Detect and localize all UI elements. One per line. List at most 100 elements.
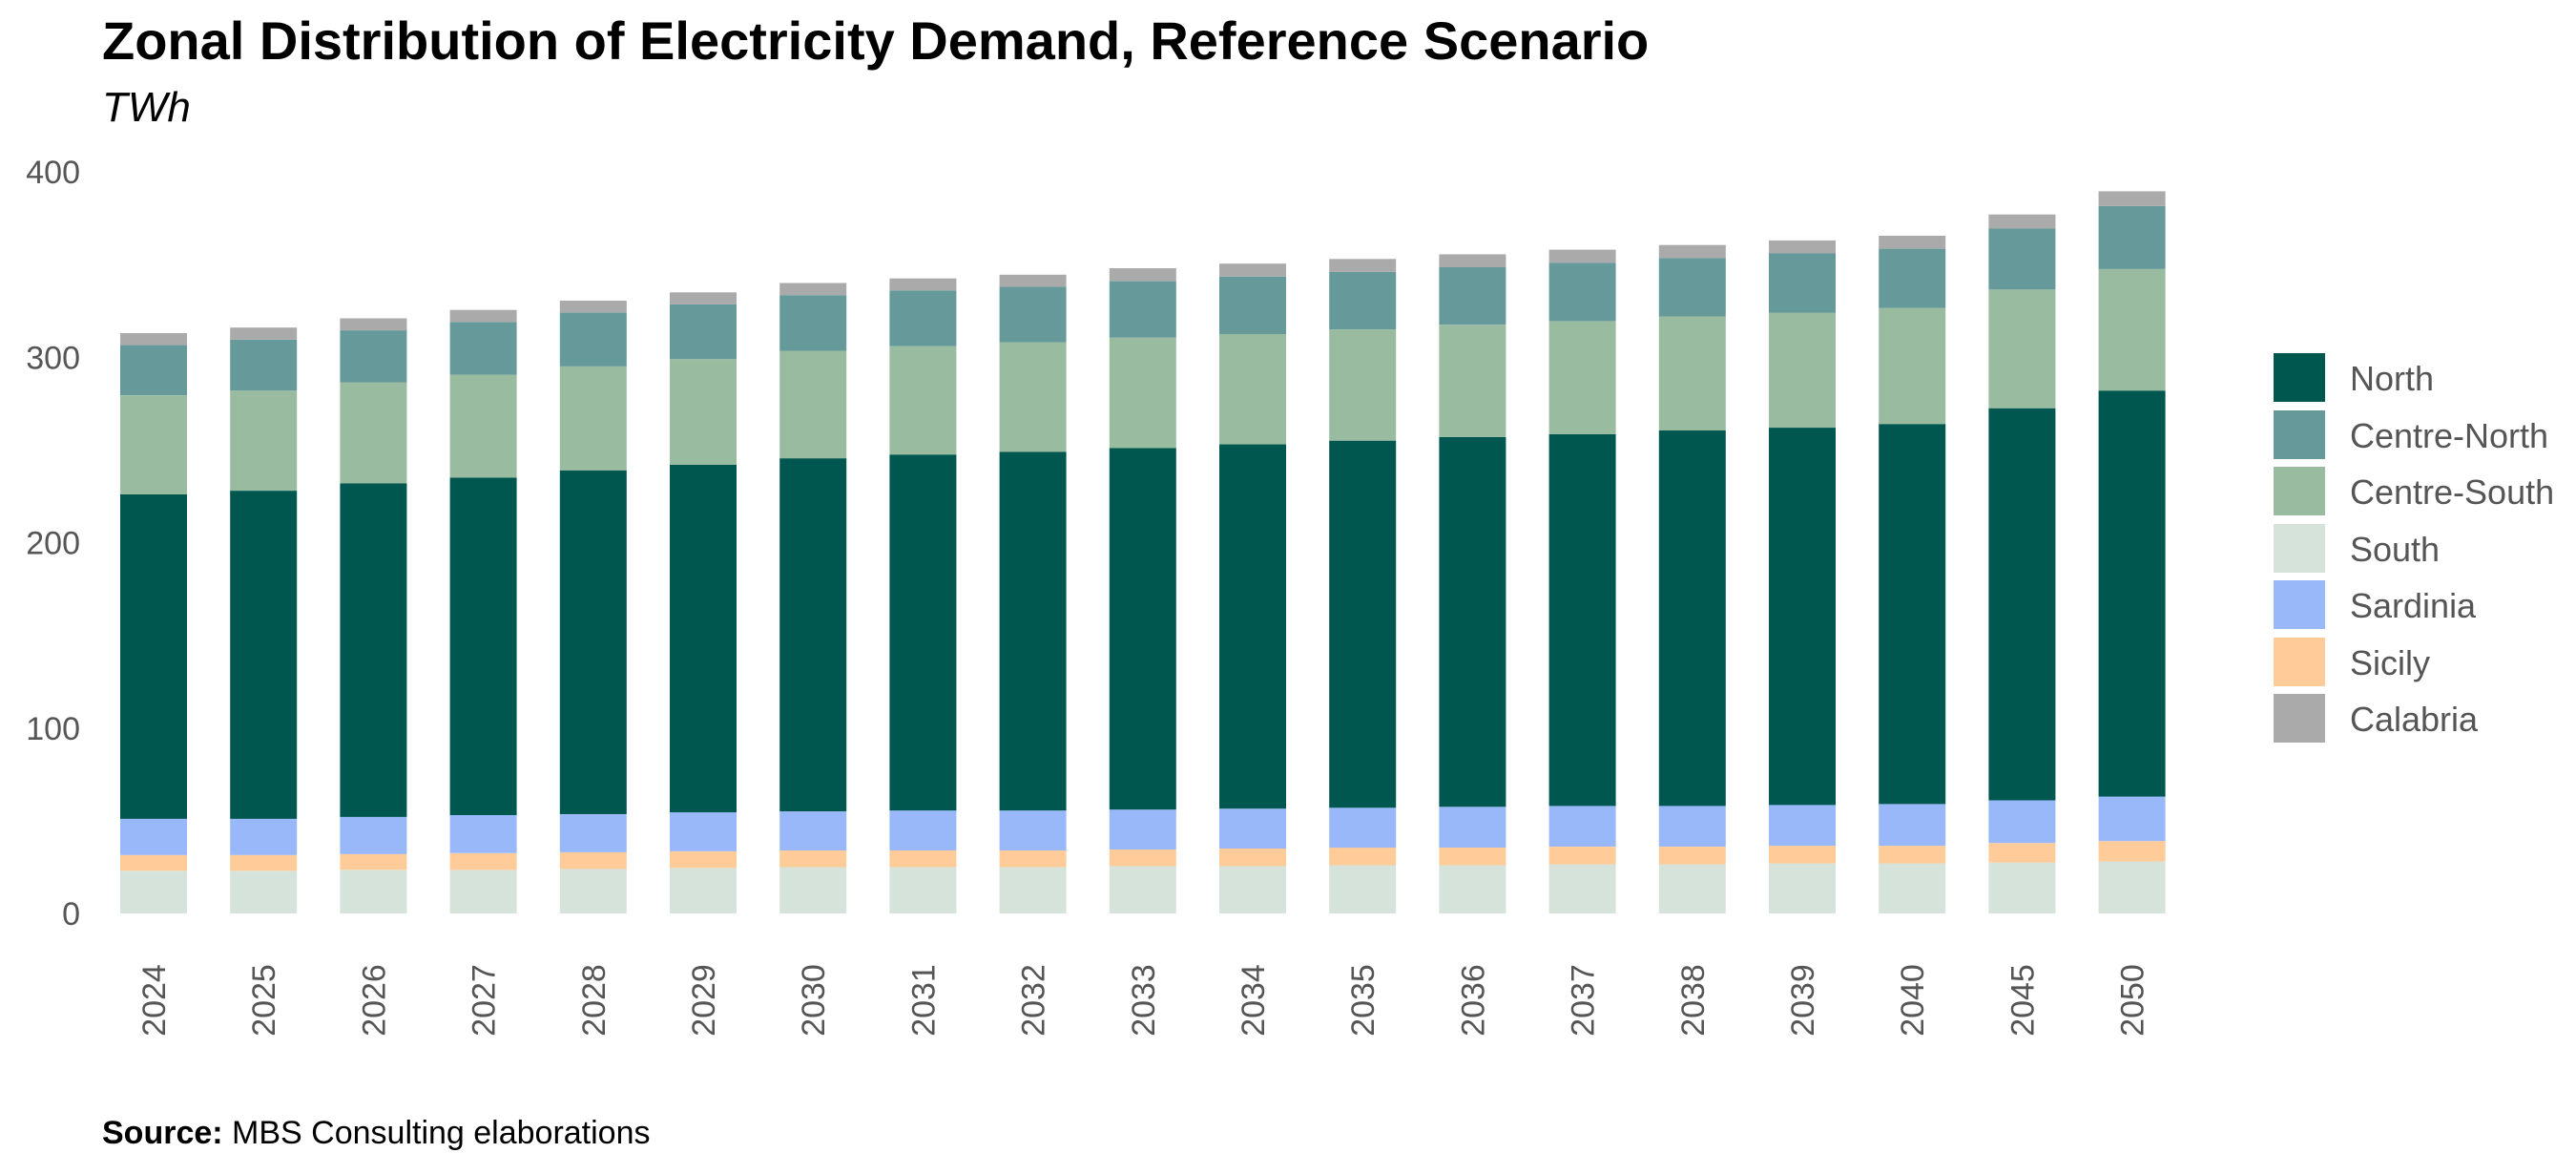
- bar-segment-centre-north: [1439, 267, 1506, 325]
- legend-swatch: [2274, 409, 2325, 459]
- x-tick-label: 2040: [1895, 964, 1931, 1037]
- bar-segment-south: [1329, 865, 1397, 913]
- bar-segment-calabria: [230, 327, 298, 340]
- bar-segment-calabria: [670, 292, 737, 304]
- bar-segment-centre-north: [1988, 228, 2056, 290]
- bar-segment-north: [1879, 424, 1946, 805]
- bar-segment-south: [449, 870, 517, 913]
- bar-segment-centre-south: [1109, 337, 1176, 449]
- bar-segment-centre-north: [999, 286, 1067, 343]
- bar-segment-centre-north: [1769, 253, 1836, 313]
- legend-label: Sicily: [2350, 642, 2431, 682]
- bar-segment-centre-south: [889, 346, 957, 455]
- x-tick-label: 2045: [2005, 964, 2041, 1037]
- bar-segment-centre-north: [340, 330, 407, 383]
- bar-segment-centre-north: [230, 339, 298, 391]
- bar-segment-sicily: [1769, 846, 1836, 864]
- bar-segment-sardinia: [1219, 808, 1286, 849]
- bar-segment-centre-north: [779, 295, 847, 351]
- bar-segment-centre-south: [230, 390, 298, 492]
- x-tick-label: 2034: [1236, 964, 1272, 1037]
- bar-segment-south: [779, 867, 847, 913]
- bar-segment-south: [230, 870, 298, 913]
- bar-segment-south: [1769, 863, 1836, 913]
- x-tick-label: 2029: [686, 964, 722, 1037]
- x-tick-label: 2033: [1126, 964, 1162, 1037]
- legend-swatch: [2274, 353, 2325, 402]
- bar-segment-centre-north: [1109, 281, 1176, 338]
- bar-segment-centre-south: [1219, 334, 1286, 445]
- x-tick-label: 2050: [2115, 964, 2151, 1037]
- bar-segment-centre-north: [1548, 262, 1616, 322]
- bar-segment-south: [1439, 865, 1506, 913]
- bar-segment-calabria: [340, 318, 407, 331]
- bar-segment-centre-north: [1219, 276, 1286, 334]
- y-tick-label: 400: [26, 155, 80, 191]
- bar-segment-south: [1548, 864, 1616, 913]
- bar-segment-centre-south: [1879, 307, 1946, 425]
- bar-segment-sicily: [449, 852, 517, 870]
- bar-segment-sardinia: [779, 811, 847, 850]
- bar-segment-calabria: [449, 309, 517, 323]
- bar-segment-sardinia: [340, 817, 407, 854]
- bar-segment-sicily: [670, 850, 737, 869]
- bar-segment-sicily: [340, 853, 407, 870]
- bar-segment-sicily: [1548, 847, 1616, 865]
- bar-segment-south: [1879, 863, 1946, 913]
- chart-subtitle: TWh: [102, 84, 191, 131]
- bar-segment-south: [1219, 866, 1286, 913]
- bar-segment-sardinia: [1988, 800, 2056, 844]
- bar-segment-north: [670, 464, 737, 813]
- bar-segment-sicily: [559, 851, 627, 870]
- bar-segment-sicily: [1329, 848, 1397, 866]
- bar-segment-centre-south: [1658, 316, 1726, 430]
- bar-segment-north: [1769, 428, 1836, 806]
- bar-segment-north: [449, 477, 517, 815]
- legend-swatch: [2274, 580, 2325, 629]
- bar-segment-sicily: [1879, 846, 1946, 864]
- bar-segment-south: [1109, 866, 1176, 913]
- bar-segment-centre-south: [120, 395, 187, 494]
- bar-segment-centre-south: [340, 382, 407, 484]
- bar-segment-sicily: [1109, 849, 1176, 867]
- bar-segment-centre-south: [2098, 269, 2166, 391]
- bar-segment-centre-south: [1988, 289, 2056, 409]
- legend-label: Calabria: [2350, 700, 2479, 739]
- x-tick-label: 2027: [467, 964, 503, 1037]
- bar-segment-south: [120, 870, 187, 913]
- bar-segment-centre-south: [1329, 329, 1397, 441]
- bar-segment-sardinia: [449, 815, 517, 853]
- bar-segment-south: [340, 870, 407, 913]
- x-tick-label: 2024: [136, 964, 173, 1037]
- bar-segment-south: [1988, 862, 2056, 913]
- bar-segment-sardinia: [1329, 807, 1397, 849]
- bar-segment-north: [340, 483, 407, 817]
- bar-segment-centre-south: [1769, 312, 1836, 428]
- bar-segment-centre-north: [1658, 258, 1726, 317]
- stacked-bar-chart: 0 100 200 300 400 2024 2025 2026 2027 2028 2029 203…: [26, 155, 2166, 1037]
- bar-segment-sicily: [1219, 849, 1286, 867]
- bar-segment-sardinia: [230, 818, 298, 855]
- bar-segment-centre-north: [120, 345, 187, 395]
- y-tick-label: 200: [26, 526, 80, 562]
- bar-segment-calabria: [1769, 240, 1836, 254]
- bar-segment-calabria: [1109, 268, 1176, 282]
- bar-segment-sicily: [889, 850, 957, 868]
- bar-segment-sardinia: [999, 810, 1067, 850]
- source-text: MBS Consulting elaborations: [222, 1115, 651, 1151]
- y-tick-label: 100: [26, 711, 80, 747]
- y-tick-label: 300: [26, 340, 80, 376]
- x-tick-label: 2038: [1675, 964, 1712, 1037]
- bar-segment-centre-south: [779, 350, 847, 459]
- x-tick-label: 2026: [356, 964, 392, 1037]
- bar-segment-calabria: [889, 278, 957, 291]
- legend-label: Sardinia: [2350, 586, 2477, 625]
- legend-swatch: [2274, 637, 2325, 686]
- bar-segment-north: [1548, 433, 1616, 807]
- legend-swatch: [2274, 467, 2325, 515]
- bar-segment-calabria: [1658, 244, 1726, 259]
- bar-segment-sardinia: [2098, 796, 2166, 842]
- source-note: Source: MBS Consulting elaborations: [102, 1115, 651, 1152]
- bar-segment-south: [1658, 864, 1726, 913]
- bar-segment-south: [2098, 861, 2166, 913]
